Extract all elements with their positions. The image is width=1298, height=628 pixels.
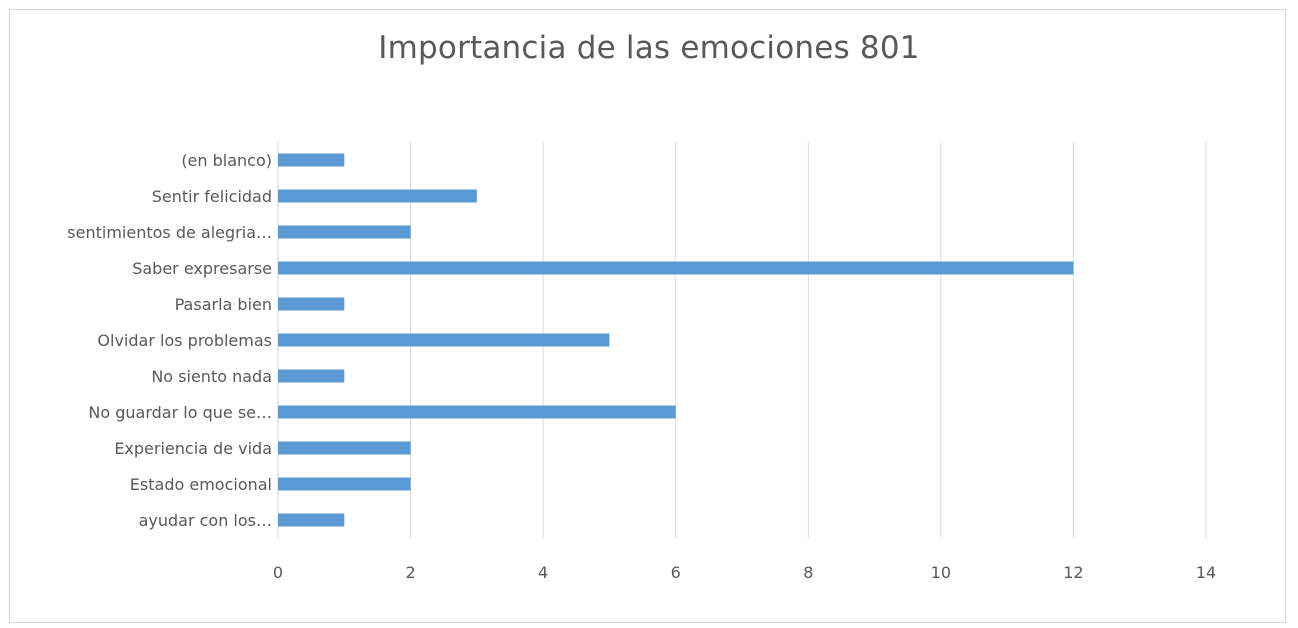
bar bbox=[278, 333, 610, 347]
category-label: Experiencia de vida bbox=[114, 439, 272, 458]
category-label: (en blanco) bbox=[181, 151, 272, 170]
x-tick-label: 6 bbox=[671, 563, 681, 582]
x-tick-label: 8 bbox=[803, 563, 813, 582]
bar bbox=[278, 189, 477, 203]
bar bbox=[278, 477, 411, 491]
category-label: No siento nada bbox=[151, 367, 272, 386]
category-label: No guardar lo que se… bbox=[88, 403, 272, 422]
x-tick-labels: 0 2 4 6 8 10 12 14 bbox=[273, 563, 1216, 582]
category-label: Olvidar los problemas bbox=[97, 331, 272, 350]
bar bbox=[278, 153, 345, 167]
bar bbox=[278, 369, 345, 383]
bar bbox=[278, 405, 676, 419]
category-label: ayudar con los… bbox=[139, 511, 272, 530]
x-tick-label: 0 bbox=[273, 563, 283, 582]
category-label: Saber expresarse bbox=[132, 259, 272, 278]
bar bbox=[278, 513, 345, 527]
category-label: sentimientos de alegria… bbox=[67, 223, 272, 242]
bar bbox=[278, 441, 411, 455]
x-tick-label: 14 bbox=[1196, 563, 1216, 582]
category-label: Pasarla bien bbox=[175, 295, 272, 314]
category-labels: (en blanco) Sentir felicidad sentimientos … bbox=[67, 151, 272, 530]
bar bbox=[278, 261, 1074, 275]
chart-title: Importancia de las emociones 801 bbox=[378, 30, 920, 66]
bars bbox=[278, 153, 1074, 527]
category-label: Estado emocional bbox=[130, 475, 272, 494]
bar bbox=[278, 225, 411, 239]
category-label: Sentir felicidad bbox=[152, 187, 272, 206]
x-tick-label: 4 bbox=[538, 563, 548, 582]
bar bbox=[278, 297, 345, 311]
x-tick-label: 2 bbox=[405, 563, 415, 582]
x-tick-label: 10 bbox=[931, 563, 951, 582]
x-tick-label: 12 bbox=[1063, 563, 1083, 582]
